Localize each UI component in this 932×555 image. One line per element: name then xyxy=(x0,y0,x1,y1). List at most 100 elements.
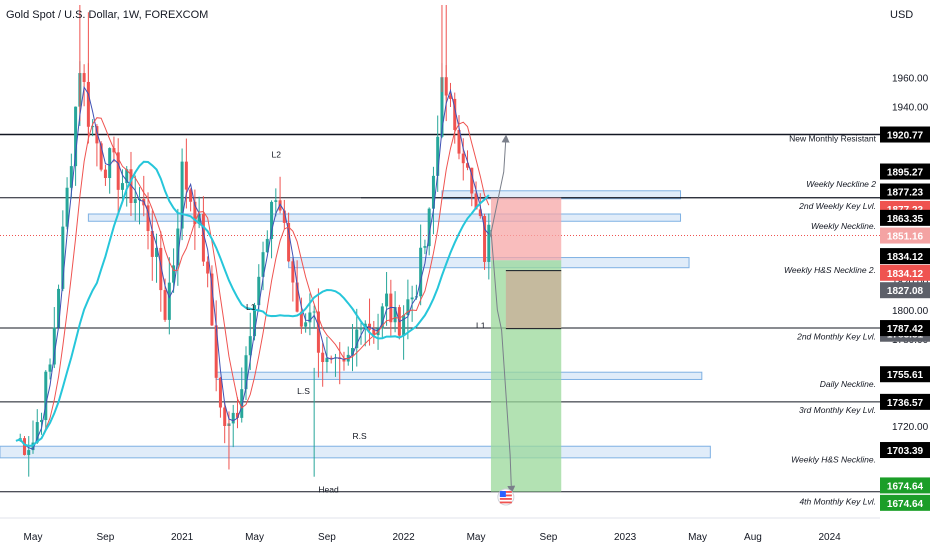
price-badge-text: 1703.39 xyxy=(887,446,924,457)
price-badge xyxy=(880,320,930,337)
support-zone xyxy=(87,213,682,222)
level-label: Daily Neckline. xyxy=(820,379,876,389)
candle-body xyxy=(52,327,56,365)
candle-body xyxy=(487,224,491,262)
price-badge xyxy=(880,248,930,265)
candle-body xyxy=(31,442,35,451)
candle-body xyxy=(448,95,452,99)
price-badge xyxy=(880,227,930,244)
candle-body xyxy=(116,152,120,190)
stop-loss-box xyxy=(490,197,562,261)
price-badge-text: 1895.27 xyxy=(887,168,924,179)
candle-body xyxy=(125,169,129,184)
candle-body xyxy=(184,161,188,190)
price-badge-text: 1834.12 xyxy=(887,252,924,263)
price-badge-text: 1787.42 xyxy=(887,324,924,335)
price-badge-text: 1674.64 xyxy=(887,499,924,510)
candle-body xyxy=(35,422,39,443)
candle-body xyxy=(470,167,474,194)
level-label: 3rd Monthly Key Lvl. xyxy=(799,405,876,415)
candle-body xyxy=(329,357,333,359)
x-tick-label: Sep xyxy=(97,532,115,543)
candle-body xyxy=(218,377,222,408)
x-tick-label: 2024 xyxy=(818,532,841,543)
price-badge-text: 1851.16 xyxy=(887,232,924,243)
candle-body xyxy=(108,148,112,179)
candle-body xyxy=(265,238,269,253)
candle-body xyxy=(372,329,376,336)
x-tick-label: May xyxy=(688,532,707,543)
level-label: Weekly Neckline. xyxy=(811,221,876,231)
candle-body xyxy=(91,126,95,128)
pattern-label: L1 xyxy=(476,321,486,331)
candle-body xyxy=(393,307,397,323)
price-badge xyxy=(880,366,930,383)
candle-body xyxy=(193,201,197,225)
candle-body xyxy=(61,226,65,289)
level-label: 2nd Weekly Key Lvl. xyxy=(798,201,876,211)
ma-slow-line xyxy=(15,160,490,448)
candle-body xyxy=(206,261,210,274)
price-badge-text: 1736.57 xyxy=(887,398,924,409)
candle-body xyxy=(189,189,193,202)
candle-body xyxy=(385,293,389,307)
projection-arrow-up xyxy=(489,134,510,238)
price-badge-text: 1755.61 xyxy=(887,370,924,381)
candle-body xyxy=(436,136,440,176)
candle-body xyxy=(316,311,320,353)
price-badge xyxy=(880,209,930,226)
candle-body xyxy=(402,315,406,336)
candle-body xyxy=(461,153,465,164)
price-badge xyxy=(880,282,930,299)
price-badge-text: 1827.08 xyxy=(887,286,924,297)
candle-body xyxy=(380,306,384,329)
support-zone xyxy=(215,371,703,380)
us-flag-icon xyxy=(499,491,506,498)
candle-body xyxy=(295,282,299,312)
candle-body xyxy=(431,175,435,209)
price-badge-text: 1863.35 xyxy=(887,214,924,225)
x-tick-label: May xyxy=(467,532,486,543)
entry-overlap-box xyxy=(505,270,562,329)
candle-body xyxy=(172,265,176,283)
us-flag-icon xyxy=(499,501,512,504)
price-badge xyxy=(880,477,930,494)
candle-body xyxy=(210,273,214,326)
candle-body xyxy=(325,357,329,363)
candle-body xyxy=(201,213,205,262)
candle-body xyxy=(223,407,227,426)
x-tick-label: May xyxy=(245,532,264,543)
price-badge xyxy=(880,126,930,143)
candle-body xyxy=(57,288,61,328)
candle-body xyxy=(27,450,31,455)
candle-body xyxy=(244,355,248,390)
candle-body xyxy=(440,77,444,137)
candle-body xyxy=(466,163,470,168)
ma-mid-line xyxy=(15,117,490,447)
pattern-label: R.S xyxy=(353,431,368,441)
level-label: Weekly H&S Neckline. xyxy=(791,455,876,465)
y-tick-label: 1960.00 xyxy=(892,74,929,85)
level-label: New Monthly Resistant xyxy=(789,133,877,143)
candle-body xyxy=(304,322,308,327)
candle-body xyxy=(40,420,44,423)
candle-body xyxy=(48,364,52,372)
price-badge-text: 1674.64 xyxy=(887,481,924,492)
level-label: 4th Monthly Key Lvl. xyxy=(799,496,876,506)
candle-body xyxy=(287,222,291,262)
candle-body xyxy=(257,276,261,306)
candle-body xyxy=(150,230,154,257)
candle-body xyxy=(299,311,303,327)
price-badge-text: 1877.23 xyxy=(887,188,924,199)
price-badge-text: 1834.12 xyxy=(887,269,924,280)
x-tick-label: Aug xyxy=(744,532,762,543)
candle-body xyxy=(155,247,159,257)
x-tick-label: Sep xyxy=(540,532,558,543)
candle-body xyxy=(65,187,69,227)
pattern-label: L1 xyxy=(246,302,256,312)
x-tick-label: 2022 xyxy=(392,532,415,543)
candle-body xyxy=(69,166,73,188)
candle-body xyxy=(253,305,257,337)
